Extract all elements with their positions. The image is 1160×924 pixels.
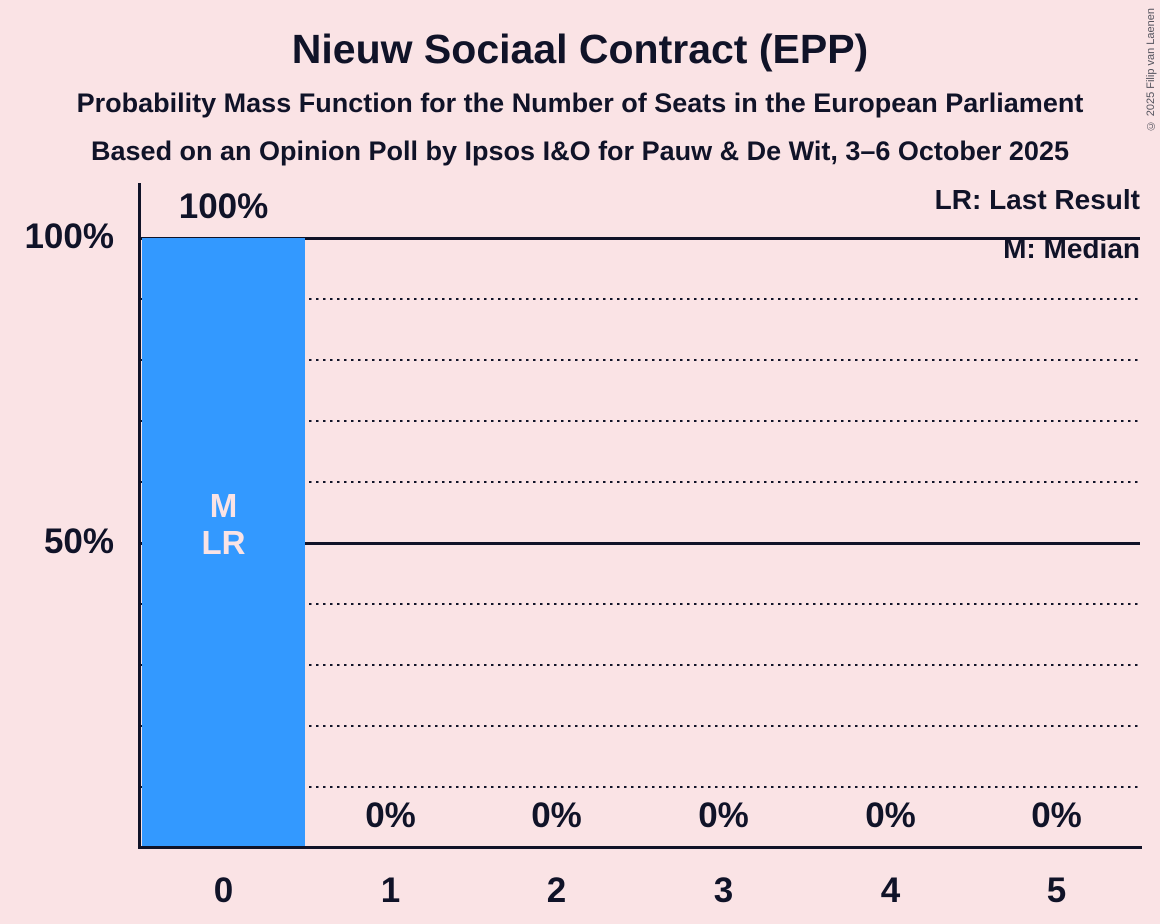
- gridline-30pct: [141, 664, 1140, 666]
- x-tick-1: 1: [380, 871, 401, 910]
- chart-subtitle: Probability Mass Function for the Number…: [76, 88, 1084, 118]
- gridline-60pct: [141, 481, 1140, 483]
- legend-last-result: LR: Last Result: [934, 184, 1140, 215]
- copyright-note: © 2025 Filip van Laenen: [1145, 8, 1157, 132]
- gridline-70pct: [141, 420, 1140, 422]
- x-tick-2: 2: [546, 871, 567, 910]
- gridline-20pct: [141, 725, 1140, 727]
- x-axis-line: [138, 846, 1142, 849]
- gridline-90pct: [141, 298, 1140, 300]
- bar-seat-0: [142, 238, 305, 846]
- y-axis-line: [138, 183, 141, 849]
- x-tick-3: 3: [713, 871, 734, 910]
- bar-annotation-median-lastresult: M LR: [142, 487, 305, 561]
- value-label-seat-4: 0%: [865, 796, 916, 835]
- gridline-10pct: [141, 786, 1140, 788]
- value-label-seat-0: 100%: [178, 187, 269, 226]
- value-label-seat-1: 0%: [365, 796, 416, 835]
- chart-source-line: Based on an Opinion Poll by Ipsos I&O fo…: [91, 136, 1069, 166]
- x-tick-4: 4: [880, 871, 901, 910]
- x-tick-0: 0: [213, 871, 234, 910]
- gridline-50pct: [141, 542, 1140, 545]
- gridline-40pct: [141, 603, 1140, 605]
- y-axis-label-50: 50%: [43, 522, 114, 561]
- gridline-80pct: [141, 359, 1140, 361]
- median-marker: M: [209, 487, 238, 524]
- x-tick-5: 5: [1046, 871, 1067, 910]
- y-axis-label-100: 100%: [24, 217, 114, 256]
- value-label-seat-3: 0%: [698, 796, 749, 835]
- value-label-seat-5: 0%: [1031, 796, 1082, 835]
- value-label-seat-2: 0%: [531, 796, 582, 835]
- gridline-100pct: [141, 237, 1140, 240]
- chart-title: Nieuw Sociaal Contract (EPP): [291, 26, 869, 72]
- last-result-marker: LR: [201, 524, 246, 561]
